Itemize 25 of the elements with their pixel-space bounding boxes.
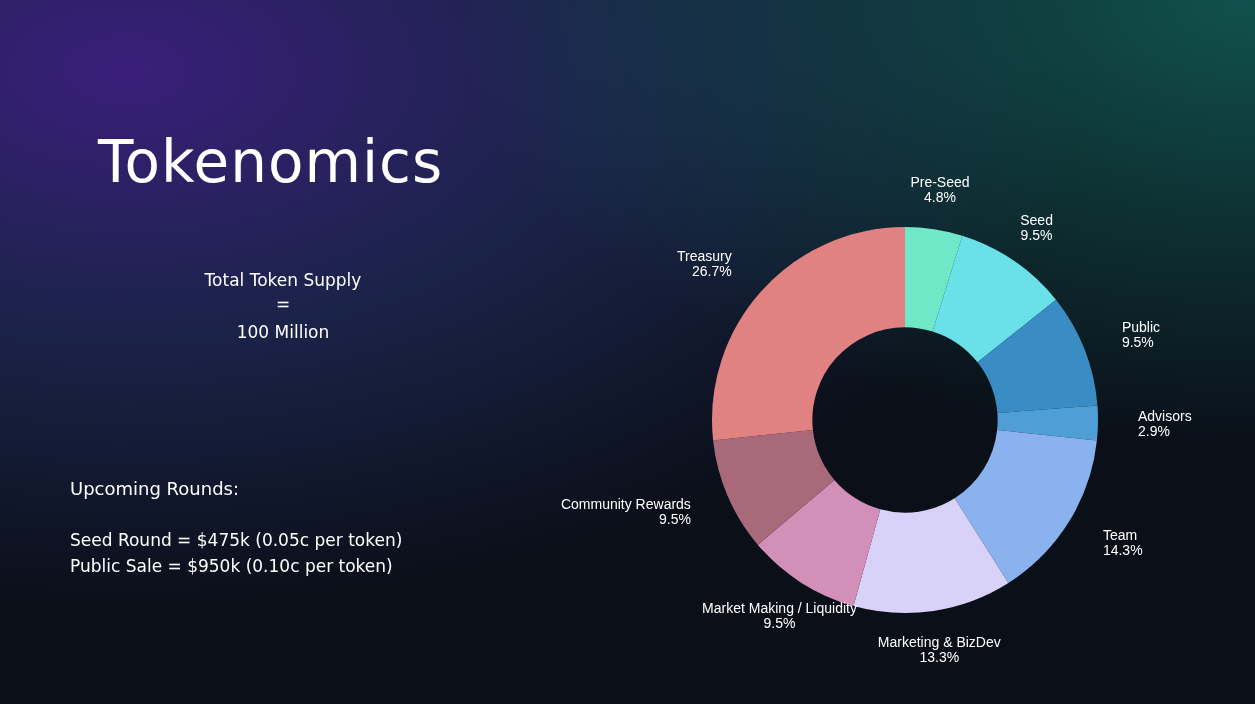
chart-title: Tokenomics [98, 128, 444, 196]
text: Public Sale = $950k (0.10c per token) [70, 556, 393, 576]
data-label: 13.3% [919, 649, 960, 666]
text: = [274, 294, 292, 314]
slice-label: Treasury [676, 248, 732, 265]
text: Upcoming Rounds: [70, 478, 239, 499]
data-label: 9.5% [1121, 333, 1154, 350]
data-label: 9.5% [1020, 226, 1053, 243]
slice-label: Team [1102, 526, 1138, 543]
data-label: 14.3% [1102, 541, 1143, 558]
slice-label: Community Rewards [560, 495, 691, 512]
slice-label: Seed [1020, 211, 1053, 228]
text: Seed Round = $475k (0.05c per token) [70, 530, 403, 550]
slice-label: Pre-Seed [910, 173, 970, 190]
data-label: 2.9% [1137, 422, 1170, 439]
slice-label: Market Making / Liquidity [702, 600, 857, 617]
slice-label: Marketing & BizDev [877, 634, 1001, 651]
text: Total Token Supply [203, 270, 363, 290]
data-label: 26.7% [691, 263, 732, 280]
slice-label: Advisors [1137, 407, 1192, 424]
data-label: 4.8% [924, 188, 956, 205]
data-label: 9.5% [763, 615, 796, 632]
slice-label: Public [1121, 318, 1161, 335]
data-label: 9.5% [658, 510, 691, 527]
text: 100 Million [235, 322, 331, 342]
